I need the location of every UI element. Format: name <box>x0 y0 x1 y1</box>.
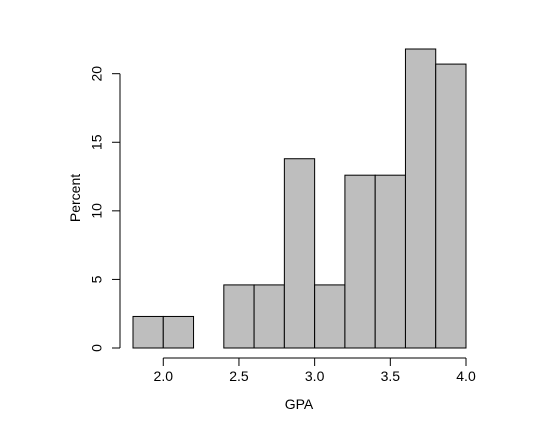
histogram-bar-9 <box>404 48 437 349</box>
histogram-bar-3 <box>223 284 255 349</box>
x-axis: 2.0 2.5 3.0 3.5 4.0 <box>154 357 476 384</box>
histogram-bar-5 <box>283 158 316 349</box>
bars-group <box>132 48 467 349</box>
histogram-bar-7 <box>344 174 376 349</box>
histogram-bar-1 <box>162 315 195 349</box>
x-tick-label-1: 2.5 <box>229 368 249 384</box>
histogram-bar-4 <box>253 284 285 349</box>
y-tick-label-0: 0 <box>89 344 105 352</box>
histogram-bar-0 <box>132 315 164 349</box>
histogram-bar-6 <box>314 284 346 349</box>
histogram-bar-8 <box>374 174 406 349</box>
y-tick-label-4: 20 <box>89 66 105 82</box>
y-axis: 0 5 10 15 20 <box>89 66 121 352</box>
x-tick-label-3: 3.5 <box>381 368 401 384</box>
histogram-bar-10 <box>435 63 467 349</box>
x-tick-label-4: 4.0 <box>456 368 476 384</box>
x-tick-label-2: 3.0 <box>305 368 325 384</box>
y-tick-label-2: 10 <box>89 203 105 219</box>
y-tick-label-1: 5 <box>89 275 105 283</box>
x-axis-label: GPA <box>285 396 314 412</box>
x-tick-label-0: 2.0 <box>154 368 174 384</box>
y-axis-label: Percent <box>67 174 83 222</box>
y-tick-label-3: 15 <box>89 134 105 150</box>
